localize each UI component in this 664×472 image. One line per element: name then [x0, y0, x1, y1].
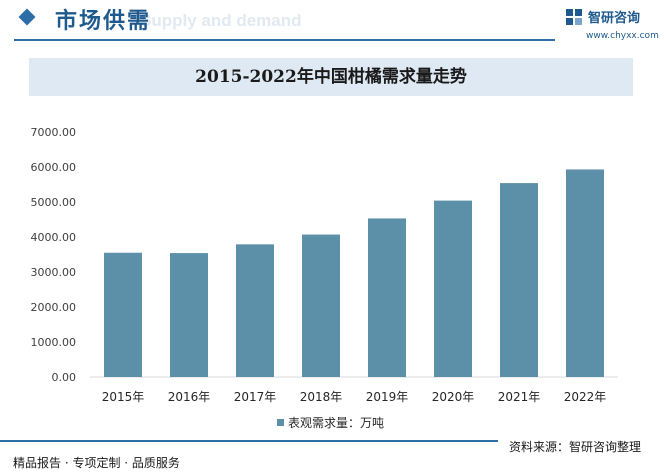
- bar: [302, 234, 340, 377]
- bar: [368, 218, 406, 377]
- x-tick-label: 2021年: [498, 390, 541, 404]
- y-tick-label: 7000.00: [31, 126, 77, 139]
- footer-services: 精品报告 · 专项定制 · 品质服务: [13, 456, 180, 470]
- x-tick-label: 2016年: [168, 390, 211, 404]
- section-title: 市场供需: [55, 8, 152, 34]
- legend-swatch: [277, 419, 284, 426]
- x-tick-label: 2018年: [300, 390, 343, 404]
- chart-title-band: 2015-2022年中国柑橘需求量走势: [29, 58, 633, 96]
- x-tick-label: 2017年: [234, 390, 277, 404]
- y-tick-label: 3000.00: [31, 266, 77, 279]
- y-tick-label: 5000.00: [31, 196, 77, 209]
- y-tick-label: 0.00: [52, 371, 77, 384]
- brand-name: 智研咨询: [588, 11, 641, 26]
- x-tick-label: 2020年: [432, 390, 475, 404]
- section-subtitle: Supply and demand: [140, 11, 302, 30]
- brand-url: www.chyxx.com: [586, 31, 659, 41]
- bar: [566, 169, 604, 377]
- footer-source: 资料来源：智研咨询整理: [509, 440, 642, 454]
- y-tick-label: 2000.00: [31, 301, 77, 314]
- bar: [500, 183, 538, 377]
- chart-title: 2015-2022年中国柑橘需求量走势: [195, 67, 467, 87]
- bar: [236, 244, 274, 377]
- y-tick-label: 1000.00: [31, 336, 77, 349]
- x-tick-label: 2022年: [564, 390, 607, 404]
- x-tick-label: 2019年: [366, 390, 409, 404]
- bar: [434, 200, 472, 377]
- x-tick-label: 2015年: [102, 390, 145, 404]
- y-tick-label: 4000.00: [31, 231, 77, 244]
- bar: [104, 252, 142, 377]
- footer-divider: [0, 440, 498, 442]
- bar: [170, 253, 208, 377]
- legend-label: 表观需求量：万吨: [288, 416, 384, 430]
- header-divider: [14, 39, 555, 41]
- y-tick-label: 6000.00: [31, 161, 77, 174]
- brand-logo-icon: [566, 9, 582, 25]
- header: Supply and demand 市场供需 智研咨询 www.chyxx.co…: [0, 0, 664, 44]
